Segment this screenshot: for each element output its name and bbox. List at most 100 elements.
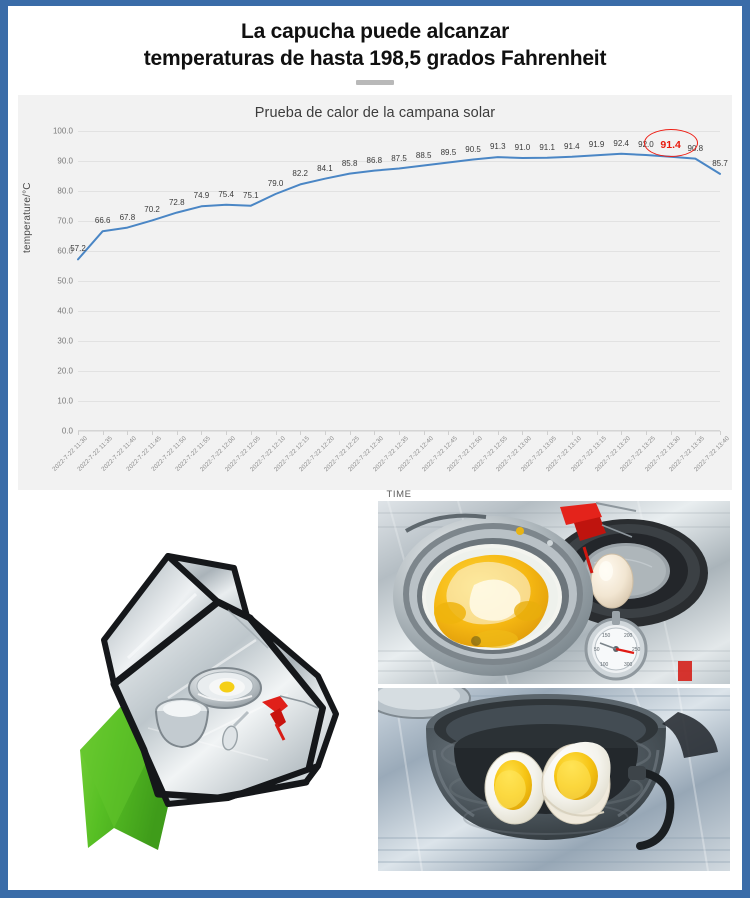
data-label: 79.0 xyxy=(267,179,284,188)
y-tick-label: 80.0 xyxy=(57,186,73,196)
gridline xyxy=(78,191,720,192)
x-tick-mark xyxy=(127,431,129,435)
title-divider xyxy=(356,80,394,85)
x-tick-mark xyxy=(423,431,425,435)
data-label: 67.8 xyxy=(119,212,136,222)
fried-egg-pan-photo: 150 200 250 300 100 50 xyxy=(378,501,730,684)
data-label: 91.4 xyxy=(564,141,580,151)
data-label: 84.1 xyxy=(317,163,333,173)
x-tick-mark xyxy=(349,431,351,435)
data-label: 92.4 xyxy=(613,138,630,148)
data-label: 91.9 xyxy=(588,140,605,150)
gridline xyxy=(78,221,720,222)
x-tick-mark xyxy=(497,431,499,435)
x-tick-mark xyxy=(102,431,104,435)
svg-text:300: 300 xyxy=(624,662,633,668)
x-tick-mark xyxy=(522,431,524,435)
y-axis-title: temperature/°C xyxy=(22,182,33,253)
y-tick-label: 30.0 xyxy=(57,336,73,346)
data-label: 90.8 xyxy=(687,143,704,153)
x-tick-mark xyxy=(226,431,228,435)
plot-area: 0.0 10.0 20.0 30.0 40.0 50.0 60.0 70.0 80.0 90.0 1… xyxy=(53,127,728,436)
data-label: 88.5 xyxy=(415,150,432,160)
x-axis-labels: 2022-7-22 11:30 2022-7-22 11:35 2022-7-22 … xyxy=(51,431,731,493)
headline-line-1: La capucha puede alcanzar xyxy=(240,20,510,43)
x-tick-mark xyxy=(176,431,178,435)
data-label: 86.8 xyxy=(366,155,383,165)
gridline xyxy=(78,161,720,162)
photo-gallery: 150 200 250 300 100 50 xyxy=(18,498,732,873)
gridline xyxy=(78,251,720,252)
x-axis-line xyxy=(78,430,720,431)
y-tick-label: 0.0 xyxy=(61,426,73,436)
plot-wrapper: temperature/°C 0.0 10.0 20.0 30.0 40.0 50.0 60… xyxy=(18,123,732,501)
gridline xyxy=(78,401,720,402)
data-label: 57.2 xyxy=(70,244,86,254)
fried-egg-illustration: 150 200 250 300 100 50 xyxy=(378,501,730,684)
data-label: 85.7 xyxy=(712,158,728,168)
data-label: 91.3 xyxy=(489,142,506,152)
gridline xyxy=(78,311,720,312)
data-label: 90.5 xyxy=(465,144,481,154)
series-line xyxy=(77,152,721,261)
x-tick-mark xyxy=(152,431,154,435)
y-tick-label: 60.0 xyxy=(57,246,73,256)
x-tick-mark xyxy=(78,431,79,435)
y-tick-label: 90.0 xyxy=(57,156,73,166)
gridline xyxy=(78,371,720,372)
x-tick-mark xyxy=(571,431,573,435)
data-label: 89.5 xyxy=(440,147,457,157)
x-tick-mark xyxy=(645,431,647,435)
boiled-eggs-pot-photo xyxy=(378,688,730,871)
y-tick-label: 10.0 xyxy=(57,396,73,406)
x-tick-mark xyxy=(300,431,302,435)
data-label: 75.1 xyxy=(243,190,259,200)
solar-oven-illustration xyxy=(80,553,339,850)
x-tick-mark xyxy=(695,431,697,435)
data-label: 92.0 xyxy=(638,140,654,149)
page-title: La capucha puede alcanzar temperaturas d… xyxy=(8,6,742,72)
x-tick-mark xyxy=(201,431,203,435)
solar-oven-product-photo xyxy=(18,498,370,873)
gridline xyxy=(78,281,720,282)
y-tick-label: 70.0 xyxy=(57,216,73,226)
x-tick-mark xyxy=(374,431,376,435)
y-tick-label: 40.0 xyxy=(57,306,73,316)
x-tick-mark xyxy=(324,431,326,435)
x-axis-title: TIME xyxy=(386,489,412,500)
x-tick-mark xyxy=(250,431,252,435)
x-tick-mark xyxy=(720,431,721,435)
highlighted-data-label: 91.4 xyxy=(660,138,681,151)
svg-text:200: 200 xyxy=(624,633,633,639)
data-label: 75.4 xyxy=(218,189,234,199)
chart-panel: Prueba de calor de la campana solar temp… xyxy=(18,95,732,501)
data-label: 91.1 xyxy=(539,142,555,152)
data-label: 82.2 xyxy=(292,169,309,179)
y-tick-label: 100.0 xyxy=(52,126,73,136)
x-tick-mark xyxy=(473,431,475,435)
x-tick-mark xyxy=(547,431,549,435)
x-tick-mark xyxy=(399,431,400,435)
x-tick-mark xyxy=(670,431,672,435)
svg-text:250: 250 xyxy=(632,647,641,653)
gridline xyxy=(78,341,720,342)
x-tick-mark xyxy=(275,431,277,435)
temperature-series-line xyxy=(77,152,721,261)
boiled-eggs-illustration xyxy=(378,688,730,871)
y-tick-label: 20.0 xyxy=(57,366,73,376)
y-tick-label: 50.0 xyxy=(57,276,73,286)
data-label: 85.8 xyxy=(341,158,358,168)
data-label: 91.0 xyxy=(514,143,531,152)
svg-text:50: 50 xyxy=(594,647,600,653)
data-label: 72.8 xyxy=(168,197,185,207)
data-label: 70.2 xyxy=(144,205,160,215)
svg-text:150: 150 xyxy=(602,633,611,639)
x-tick-mark xyxy=(448,431,450,435)
chart-title: Prueba de calor de la campana solar xyxy=(254,105,496,121)
headline-line-2: temperaturas de hasta 198,5 grados Fahre… xyxy=(143,47,607,70)
gridline xyxy=(78,131,720,132)
data-label: 74.9 xyxy=(193,191,210,201)
svg-text:100: 100 xyxy=(600,662,609,668)
data-label: 87.5 xyxy=(391,153,407,163)
